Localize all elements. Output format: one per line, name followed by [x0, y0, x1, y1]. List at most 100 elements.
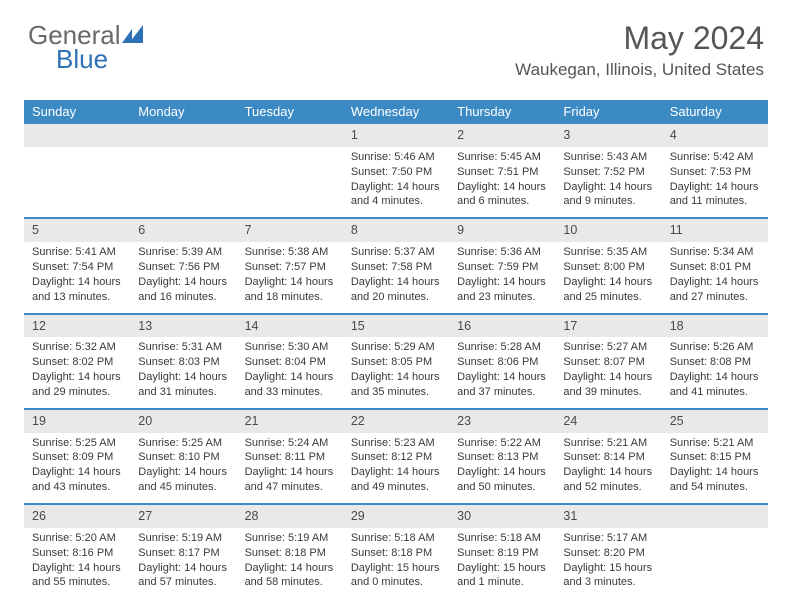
day-content-cell: Sunrise: 5:26 AMSunset: 8:08 PMDaylight:… [662, 337, 768, 408]
sunrise-line: Sunrise: 5:30 AM [245, 340, 335, 355]
sunrise-line: Sunrise: 5:37 AM [351, 245, 441, 260]
daylight-line: Daylight: 14 hours and 9 minutes. [563, 180, 653, 210]
day-content-cell: Sunrise: 5:23 AMSunset: 8:12 PMDaylight:… [343, 433, 449, 504]
sunset-line: Sunset: 8:02 PM [32, 355, 122, 370]
day-content-cell: Sunrise: 5:21 AMSunset: 8:14 PMDaylight:… [555, 433, 661, 504]
sunset-line: Sunset: 8:05 PM [351, 355, 441, 370]
daylight-line: Daylight: 14 hours and 49 minutes. [351, 465, 441, 495]
sunrise-line: Sunrise: 5:23 AM [351, 436, 441, 451]
daylight-line: Daylight: 14 hours and 31 minutes. [138, 370, 228, 400]
day-number-cell: 17 [555, 314, 661, 338]
daylight-line: Daylight: 14 hours and 13 minutes. [32, 275, 122, 305]
sunrise-line: Sunrise: 5:22 AM [457, 436, 547, 451]
day-header: Monday [130, 100, 236, 124]
brand-logo: General Blue [28, 22, 143, 72]
daylight-line: Daylight: 14 hours and 4 minutes. [351, 180, 441, 210]
sunset-line: Sunset: 7:50 PM [351, 165, 441, 180]
day-number-cell: 23 [449, 409, 555, 433]
day-number-cell: 8 [343, 218, 449, 242]
day-number-cell: 21 [237, 409, 343, 433]
day-content-cell: Sunrise: 5:22 AMSunset: 8:13 PMDaylight:… [449, 433, 555, 504]
day-content-cell: Sunrise: 5:18 AMSunset: 8:19 PMDaylight:… [449, 528, 555, 598]
day-number-cell: 9 [449, 218, 555, 242]
daylight-line: Daylight: 14 hours and 11 minutes. [670, 180, 760, 210]
daylight-line: Daylight: 14 hours and 47 minutes. [245, 465, 335, 495]
sunrise-line: Sunrise: 5:27 AM [563, 340, 653, 355]
day-header-row: SundayMondayTuesdayWednesdayThursdayFrid… [24, 100, 768, 124]
sunset-line: Sunset: 8:06 PM [457, 355, 547, 370]
day-content-cell: Sunrise: 5:35 AMSunset: 8:00 PMDaylight:… [555, 242, 661, 313]
day-number-cell: 13 [130, 314, 236, 338]
day-content-cell: Sunrise: 5:29 AMSunset: 8:05 PMDaylight:… [343, 337, 449, 408]
week-content-row: Sunrise: 5:41 AMSunset: 7:54 PMDaylight:… [24, 242, 768, 313]
brand-part2: Blue [56, 46, 143, 72]
day-number-cell: 7 [237, 218, 343, 242]
sunset-line: Sunset: 7:58 PM [351, 260, 441, 275]
sunset-line: Sunset: 7:51 PM [457, 165, 547, 180]
sunrise-line: Sunrise: 5:21 AM [670, 436, 760, 451]
sunset-line: Sunset: 8:17 PM [138, 546, 228, 561]
day-header: Saturday [662, 100, 768, 124]
day-number-cell: 11 [662, 218, 768, 242]
day-number-cell: 6 [130, 218, 236, 242]
day-number-cell: 1 [343, 124, 449, 147]
day-number-cell: 22 [343, 409, 449, 433]
week-content-row: Sunrise: 5:25 AMSunset: 8:09 PMDaylight:… [24, 433, 768, 504]
page-title: May 2024 [623, 20, 764, 57]
day-number-cell: 24 [555, 409, 661, 433]
day-number-cell: 4 [662, 124, 768, 147]
day-header: Sunday [24, 100, 130, 124]
daylight-line: Daylight: 14 hours and 35 minutes. [351, 370, 441, 400]
sunset-line: Sunset: 8:08 PM [670, 355, 760, 370]
day-content-cell [130, 147, 236, 218]
sunrise-line: Sunrise: 5:28 AM [457, 340, 547, 355]
sunrise-line: Sunrise: 5:41 AM [32, 245, 122, 260]
week-number-row: 262728293031 [24, 504, 768, 528]
week-number-row: 19202122232425 [24, 409, 768, 433]
day-content-cell [662, 528, 768, 598]
day-header: Tuesday [237, 100, 343, 124]
sunset-line: Sunset: 8:10 PM [138, 450, 228, 465]
sunrise-line: Sunrise: 5:26 AM [670, 340, 760, 355]
sunrise-line: Sunrise: 5:32 AM [32, 340, 122, 355]
day-number-cell: 5 [24, 218, 130, 242]
day-content-cell: Sunrise: 5:24 AMSunset: 8:11 PMDaylight:… [237, 433, 343, 504]
sunset-line: Sunset: 7:53 PM [670, 165, 760, 180]
sunset-line: Sunset: 8:20 PM [563, 546, 653, 561]
sunrise-line: Sunrise: 5:29 AM [351, 340, 441, 355]
daylight-line: Daylight: 14 hours and 39 minutes. [563, 370, 653, 400]
day-content-cell: Sunrise: 5:42 AMSunset: 7:53 PMDaylight:… [662, 147, 768, 218]
day-content-cell: Sunrise: 5:38 AMSunset: 7:57 PMDaylight:… [237, 242, 343, 313]
daylight-line: Daylight: 14 hours and 54 minutes. [670, 465, 760, 495]
day-content-cell: Sunrise: 5:45 AMSunset: 7:51 PMDaylight:… [449, 147, 555, 218]
day-number-cell [130, 124, 236, 147]
day-number-cell: 3 [555, 124, 661, 147]
sunrise-line: Sunrise: 5:19 AM [245, 531, 335, 546]
day-content-cell: Sunrise: 5:34 AMSunset: 8:01 PMDaylight:… [662, 242, 768, 313]
week-content-row: Sunrise: 5:32 AMSunset: 8:02 PM Daylight:… [24, 337, 768, 408]
page-header: General Blue May 2024 Waukegan, Illinois… [0, 0, 792, 90]
day-number-cell: 10 [555, 218, 661, 242]
day-content-cell [237, 147, 343, 218]
sunset-line: Sunset: 8:12 PM [351, 450, 441, 465]
sunset-line: Sunset: 8:09 PM [32, 450, 122, 465]
day-content-cell: Sunrise: 5:27 AMSunset: 8:07 PMDaylight:… [555, 337, 661, 408]
day-header: Friday [555, 100, 661, 124]
sunset-line: Sunset: 7:57 PM [245, 260, 335, 275]
day-content-cell: Sunrise: 5:25 AMSunset: 8:09 PMDaylight:… [24, 433, 130, 504]
week-content-row: Sunrise: 5:20 AMSunset: 8:16 PMDaylight:… [24, 528, 768, 598]
sunset-line: Sunset: 8:03 PM [138, 355, 228, 370]
day-content-cell: Sunrise: 5:19 AMSunset: 8:17 PMDaylight:… [130, 528, 236, 598]
sunset-line: Sunset: 7:54 PM [32, 260, 122, 275]
sunrise-line: Sunrise: 5:18 AM [351, 531, 441, 546]
sunrise-line: Sunrise: 5:36 AM [457, 245, 547, 260]
sunset-line: Sunset: 8:15 PM [670, 450, 760, 465]
daylight-line: Daylight: 14 hours and 37 minutes. [457, 370, 547, 400]
daylight-line: Daylight: 14 hours and 52 minutes. [563, 465, 653, 495]
day-number-cell [237, 124, 343, 147]
day-number-cell: 12 [24, 314, 130, 338]
day-number-cell: 27 [130, 504, 236, 528]
daylight-line: Daylight: 14 hours and 18 minutes. [245, 275, 335, 305]
week-content-row: Sunrise: 5:46 AMSunset: 7:50 PMDaylight:… [24, 147, 768, 218]
sunset-line: Sunset: 7:56 PM [138, 260, 228, 275]
